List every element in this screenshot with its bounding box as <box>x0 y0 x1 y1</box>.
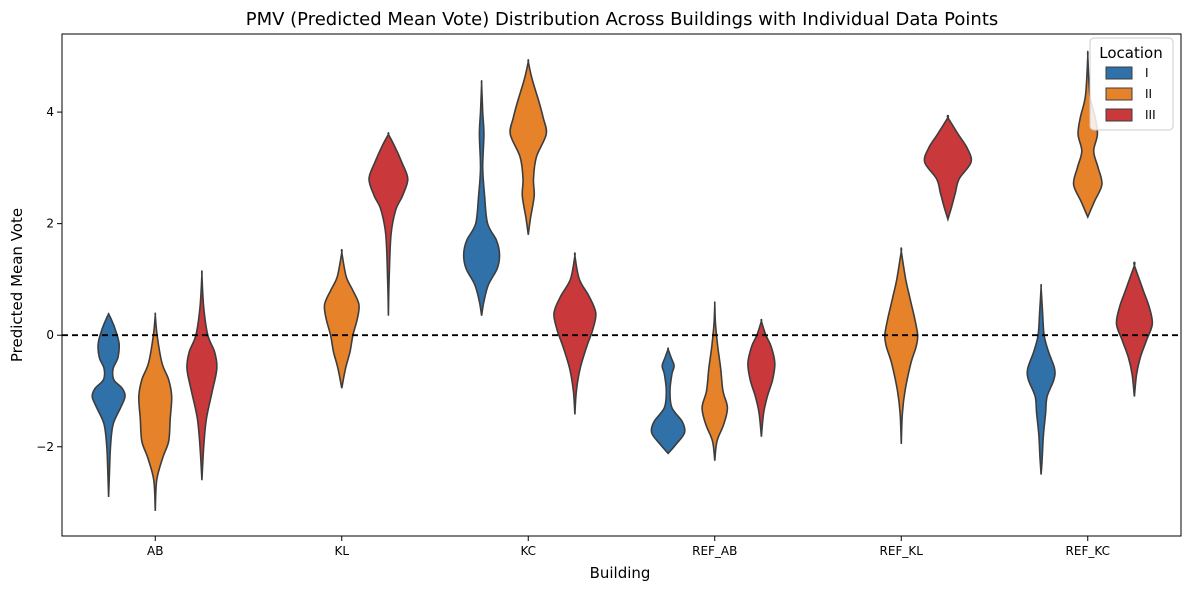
legend-frame <box>1089 37 1174 131</box>
legend-swatch-ii <box>1105 87 1133 101</box>
violin-ref_kl-ii <box>883 247 919 445</box>
violin-kc-iii <box>553 252 597 415</box>
violin-ab-iii <box>186 270 218 481</box>
x-axis-label: Building <box>590 564 651 582</box>
x-tick-label: AB <box>147 544 163 558</box>
x-tick-label: REF_KC <box>1066 544 1110 558</box>
violin-ref_kc-i <box>1026 283 1056 475</box>
y-tick-label: 4 <box>46 105 54 119</box>
legend-title: Location <box>1099 44 1162 62</box>
y-tick-label: 0 <box>46 328 54 342</box>
violin-ref_ab-i <box>650 347 686 455</box>
violin-ref_kc-ii <box>1072 50 1103 220</box>
violin-ab-ii <box>137 312 173 511</box>
legend-swatch-i <box>1105 66 1133 80</box>
y-tick-label: −2 <box>36 440 54 454</box>
plot-frame <box>61 33 1182 537</box>
x-tick-label: KC <box>520 544 536 558</box>
violin-kl-ii <box>323 248 360 389</box>
chart-title: PMV (Predicted Mean Vote) Distribution A… <box>246 9 999 30</box>
y-axis-label: Predicted Mean Vote <box>8 208 26 362</box>
violin-ref_ab-iii <box>747 318 776 437</box>
violin-kc-i <box>462 79 501 316</box>
legend-label-i: I <box>1145 66 1149 80</box>
legend-swatch-iii <box>1105 108 1133 122</box>
plot-area: −2 0 2 4 AB KL KC REF_AB REF_KL REF_KC <box>36 33 1182 558</box>
x-tick-label: REF_AB <box>692 544 737 558</box>
violin-kc-ii <box>509 59 548 235</box>
violin-ab-i <box>91 312 126 498</box>
violin-ref_ab-ii <box>701 301 729 461</box>
x-tick-label: KL <box>334 544 349 558</box>
violin-ref_kc-iii <box>1115 261 1154 397</box>
legend-label-iii: III <box>1145 108 1156 122</box>
x-tick-label: REF_KL <box>880 544 924 558</box>
violin-ref_kl-iii <box>923 114 973 223</box>
y-tick-label: 2 <box>46 217 54 231</box>
legend-label-ii: II <box>1145 87 1152 101</box>
violin-kl-iii <box>368 132 409 316</box>
